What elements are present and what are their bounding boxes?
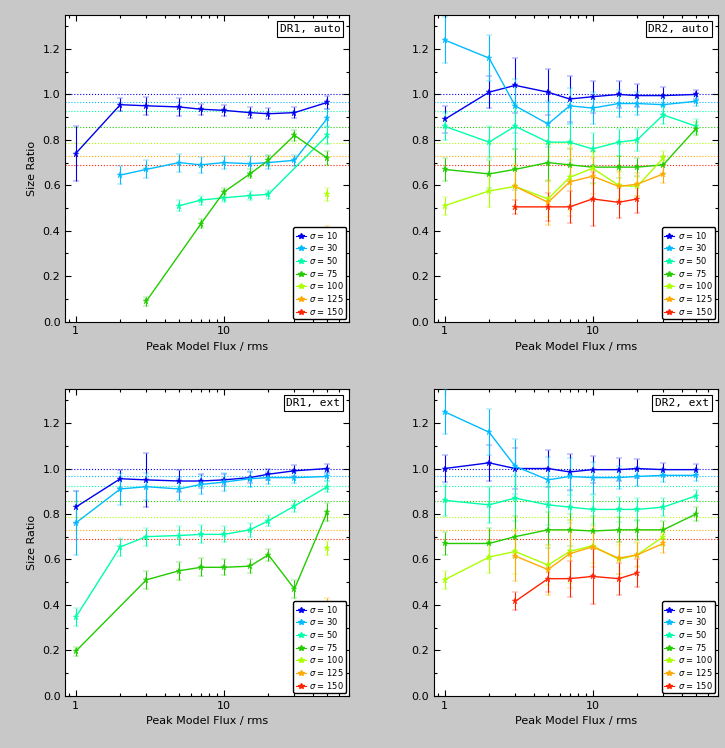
X-axis label: Peak Model Flux / rms: Peak Model Flux / rms: [515, 716, 637, 726]
Legend: $\sigma$ = 10, $\sigma$ = 30, $\sigma$ = 50, $\sigma$ = 75, $\sigma$ = 100, $\si: $\sigma$ = 10, $\sigma$ = 30, $\sigma$ =…: [662, 227, 716, 319]
Text: DR2, auto: DR2, auto: [648, 24, 709, 34]
Y-axis label: Size Ratio: Size Ratio: [27, 141, 37, 196]
X-axis label: Peak Model Flux / rms: Peak Model Flux / rms: [146, 716, 268, 726]
Text: DR1, ext: DR1, ext: [286, 398, 341, 408]
X-axis label: Peak Model Flux / rms: Peak Model Flux / rms: [515, 342, 637, 352]
X-axis label: Peak Model Flux / rms: Peak Model Flux / rms: [146, 342, 268, 352]
Legend: $\sigma$ = 10, $\sigma$ = 30, $\sigma$ = 50, $\sigma$ = 75, $\sigma$ = 100, $\si: $\sigma$ = 10, $\sigma$ = 30, $\sigma$ =…: [662, 601, 716, 693]
Text: DR2, ext: DR2, ext: [655, 398, 709, 408]
Legend: $\sigma$ = 10, $\sigma$ = 30, $\sigma$ = 50, $\sigma$ = 75, $\sigma$ = 100, $\si: $\sigma$ = 10, $\sigma$ = 30, $\sigma$ =…: [293, 601, 347, 693]
Y-axis label: Size Ratio: Size Ratio: [27, 515, 37, 570]
Legend: $\sigma$ = 10, $\sigma$ = 30, $\sigma$ = 50, $\sigma$ = 75, $\sigma$ = 100, $\si: $\sigma$ = 10, $\sigma$ = 30, $\sigma$ =…: [293, 227, 347, 319]
Text: DR1, auto: DR1, auto: [280, 24, 341, 34]
